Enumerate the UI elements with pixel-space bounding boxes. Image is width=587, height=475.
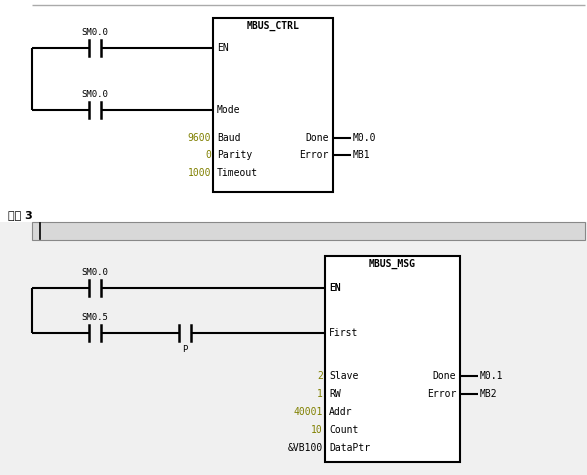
Text: Timeout: Timeout [217, 168, 258, 178]
Text: Error: Error [299, 150, 329, 160]
Text: 40001: 40001 [294, 407, 323, 417]
Bar [325, 256, 460, 462]
Text: Mode: Mode [217, 105, 241, 115]
Text: DataPtr: DataPtr [329, 443, 370, 453]
Bar [32, 222, 585, 240]
Text: M0.1: M0.1 [480, 371, 504, 381]
Text: 网络 3: 网络 3 [8, 210, 33, 220]
Text: First: First [329, 328, 359, 338]
Text: SM0.0: SM0.0 [82, 28, 109, 37]
Text: Baud: Baud [217, 133, 241, 143]
Text: 10: 10 [311, 425, 323, 435]
Text: 1000: 1000 [187, 168, 211, 178]
Text: SM0.0: SM0.0 [82, 90, 109, 99]
Text: Done: Done [433, 371, 456, 381]
Text: Count: Count [329, 425, 359, 435]
Text: SM0.0: SM0.0 [82, 268, 109, 277]
Text: 2: 2 [317, 371, 323, 381]
Text: 9600: 9600 [187, 133, 211, 143]
Bar [0, 0, 587, 222]
Text: Parity: Parity [217, 150, 252, 160]
Text: Addr: Addr [329, 407, 353, 417]
Text: 1: 1 [317, 389, 323, 399]
Text: EN: EN [217, 43, 229, 53]
Text: MBUS_MSG: MBUS_MSG [369, 259, 416, 269]
Text: MBUS_CTRL: MBUS_CTRL [247, 21, 299, 31]
Text: MB1: MB1 [353, 150, 370, 160]
Text: Error: Error [427, 389, 456, 399]
Text: MB2: MB2 [480, 389, 498, 399]
Text: EN: EN [329, 283, 340, 293]
Text: M0.0: M0.0 [353, 133, 376, 143]
Text: 0: 0 [205, 150, 211, 160]
Text: P: P [183, 345, 188, 354]
Bar [213, 18, 333, 192]
Text: SM0.5: SM0.5 [82, 313, 109, 322]
Text: Slave: Slave [329, 371, 359, 381]
Text: Done: Done [305, 133, 329, 143]
Text: &VB100: &VB100 [288, 443, 323, 453]
Text: EN: EN [329, 283, 340, 293]
Text: RW: RW [329, 389, 340, 399]
